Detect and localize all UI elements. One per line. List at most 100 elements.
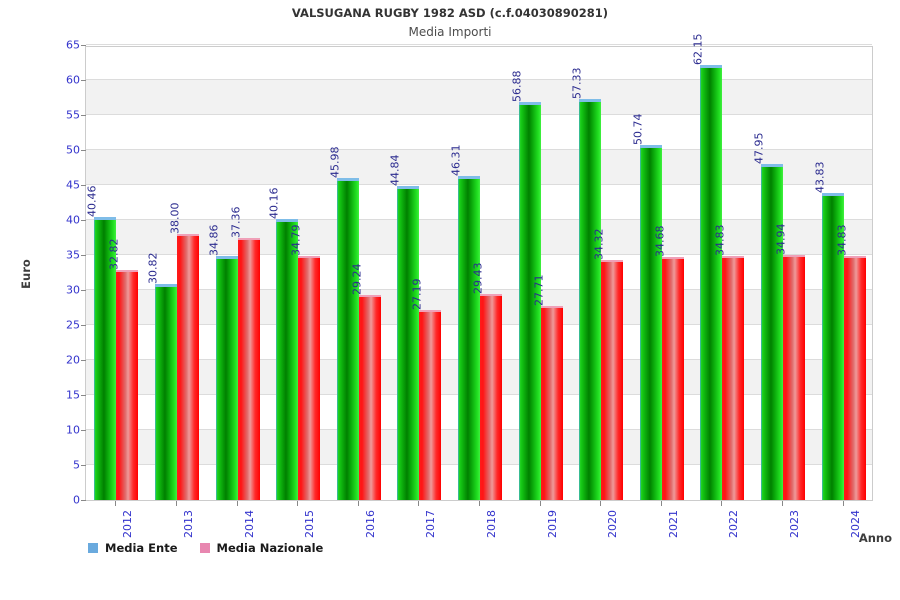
bar-media-nazionale[interactable]: 38.00 bbox=[168, 203, 199, 500]
bar-media-nazionale[interactable]: 34.83 bbox=[835, 225, 866, 500]
bar-group: 45.98 29.24 bbox=[328, 47, 389, 500]
bar-media-nazionale[interactable]: 34.68 bbox=[653, 226, 684, 500]
bar-media-ente[interactable]: 40.46 bbox=[86, 185, 117, 500]
bar-value-label: 27.19 bbox=[411, 278, 430, 326]
bar-group: 62.15 34.83 bbox=[692, 33, 753, 500]
bar-value-label: 34.83 bbox=[835, 225, 855, 272]
bar-media-nazionale[interactable]: 29.43 bbox=[471, 263, 502, 500]
bar-value-text: 47.95 bbox=[752, 132, 766, 165]
x-tick-mark bbox=[721, 501, 723, 506]
bar-value-label: 34.68 bbox=[653, 226, 673, 274]
bar-group: 40.46 32.82 bbox=[86, 47, 147, 500]
chart-legend: Media Ente Media Nazionale bbox=[88, 541, 323, 555]
bar-media-ente[interactable]: 44.84 bbox=[389, 155, 420, 500]
bar-group: 57.33 34.32 bbox=[571, 47, 632, 500]
bar-value-text: 34.94 bbox=[774, 223, 788, 256]
bar-cap bbox=[116, 270, 139, 273]
bar-media-ente[interactable]: 62.15 bbox=[692, 33, 723, 500]
bar-media-nazionale[interactable]: 27.19 bbox=[411, 278, 442, 500]
y-tick-mark bbox=[81, 115, 86, 116]
bar-media-ente[interactable]: 34.86 bbox=[207, 224, 238, 500]
bar-media-nazionale[interactable]: 37.36 bbox=[229, 207, 260, 500]
x-tick-mark bbox=[539, 501, 541, 506]
bar-value-text: 44.84 bbox=[388, 154, 402, 187]
bar-media-ente[interactable]: 46.31 bbox=[449, 144, 480, 500]
bar-value-label: 40.46 bbox=[86, 185, 105, 233]
bar-media-ente[interactable]: 40.16 bbox=[268, 187, 299, 500]
bar-cap bbox=[276, 218, 299, 222]
y-tick-label: 0 bbox=[73, 493, 80, 507]
bar-value-text: 27.71 bbox=[532, 274, 546, 307]
bar-media-nazionale[interactable]: 34.79 bbox=[290, 225, 321, 500]
bar-media-nazionale[interactable]: 32.82 bbox=[108, 239, 139, 500]
bar-value-label: 46.31 bbox=[449, 144, 469, 192]
bar-value-label: 34.86 bbox=[207, 224, 227, 272]
bar-media-nazionale[interactable]: 34.94 bbox=[775, 224, 806, 500]
bar-media-nazionale[interactable]: 34.32 bbox=[593, 228, 624, 500]
bar-value-text: 56.88 bbox=[510, 70, 524, 102]
y-tick-mark bbox=[81, 255, 86, 256]
bar-media-ente[interactable]: 30.82 bbox=[146, 253, 177, 500]
bar-media-nazionale[interactable]: 27.71 bbox=[532, 275, 563, 500]
x-tick-label: 2015 bbox=[303, 510, 317, 538]
bar-value-text: 34.83 bbox=[713, 224, 727, 257]
bar-value-text: 46.31 bbox=[449, 144, 463, 176]
bar-value-text: 43.83 bbox=[813, 161, 827, 194]
x-tick-label: 2014 bbox=[242, 510, 256, 538]
bar-cap bbox=[237, 238, 260, 241]
y-tick-label: 65 bbox=[66, 38, 80, 52]
bar-value-label: 38.00 bbox=[168, 203, 188, 250]
y-tick-label: 15 bbox=[66, 388, 80, 402]
bar-group: 47.95 34.94 bbox=[753, 47, 814, 500]
bar-group: 46.31 29.43 bbox=[449, 47, 511, 500]
x-tick-label: 2022 bbox=[727, 510, 741, 538]
x-tick-label: 2023 bbox=[788, 510, 802, 538]
bar-media-nazionale[interactable]: 34.83 bbox=[714, 225, 745, 500]
bar-value-text: 40.16 bbox=[267, 187, 281, 219]
bar-media-nazionale[interactable]: 29.24 bbox=[350, 264, 381, 500]
y-tick-mark bbox=[81, 220, 86, 221]
x-tick-mark bbox=[357, 501, 359, 506]
y-tick-mark bbox=[81, 80, 86, 81]
bar-value-label: 56.88 bbox=[510, 70, 530, 118]
bar-cap bbox=[722, 256, 745, 259]
x-tick-mark bbox=[297, 501, 299, 506]
legend-label: Media Ente bbox=[105, 541, 178, 555]
bar-cap bbox=[479, 294, 502, 296]
x-tick-label: 2012 bbox=[121, 510, 135, 538]
legend-item-media-ente[interactable]: Media Ente bbox=[88, 541, 178, 555]
y-tick-label: 50 bbox=[66, 143, 80, 157]
x-tick-label: 2016 bbox=[363, 510, 377, 538]
bar-value-text: 29.24 bbox=[350, 263, 364, 296]
bar-cap bbox=[457, 175, 480, 179]
bar-value-text: 45.98 bbox=[328, 146, 342, 179]
x-tick-mark bbox=[236, 501, 238, 506]
gridline bbox=[86, 114, 872, 115]
bar-value-text: 40.46 bbox=[85, 185, 99, 217]
y-tick-mark bbox=[81, 45, 86, 46]
legend-item-media-nazionale[interactable]: Media Nazionale bbox=[199, 541, 323, 555]
y-tick-label: 55 bbox=[66, 108, 80, 122]
bar-value-label: 29.24 bbox=[350, 264, 370, 312]
y-axis-title-text: Euro bbox=[19, 258, 33, 289]
bar-value-label: 47.95 bbox=[753, 133, 772, 181]
bar-media-ente[interactable]: 45.98 bbox=[328, 147, 359, 500]
x-tick-label: 2018 bbox=[485, 510, 498, 538]
bar-value-text: 37.36 bbox=[229, 206, 243, 239]
x-tick-mark bbox=[842, 501, 844, 506]
bar-cap bbox=[579, 98, 602, 102]
bar-media-ente[interactable]: 43.83 bbox=[813, 162, 844, 500]
y-tick-label: 10 bbox=[66, 423, 80, 437]
x-tick-mark bbox=[175, 501, 177, 506]
x-tick-label: 2020 bbox=[606, 510, 620, 538]
bar-media-ente[interactable]: 56.88 bbox=[510, 70, 541, 500]
bar-cap bbox=[358, 295, 381, 298]
bar-media-ente[interactable]: 57.33 bbox=[571, 67, 602, 500]
bar-media-ente[interactable]: 50.74 bbox=[631, 113, 662, 500]
bar-media-ente[interactable]: 47.95 bbox=[753, 133, 784, 500]
y-tick-mark bbox=[81, 185, 86, 186]
x-tick-mark bbox=[782, 501, 784, 506]
bar-value-text: 34.83 bbox=[835, 224, 849, 257]
bar-group: 56.88 27.71 bbox=[510, 47, 571, 500]
